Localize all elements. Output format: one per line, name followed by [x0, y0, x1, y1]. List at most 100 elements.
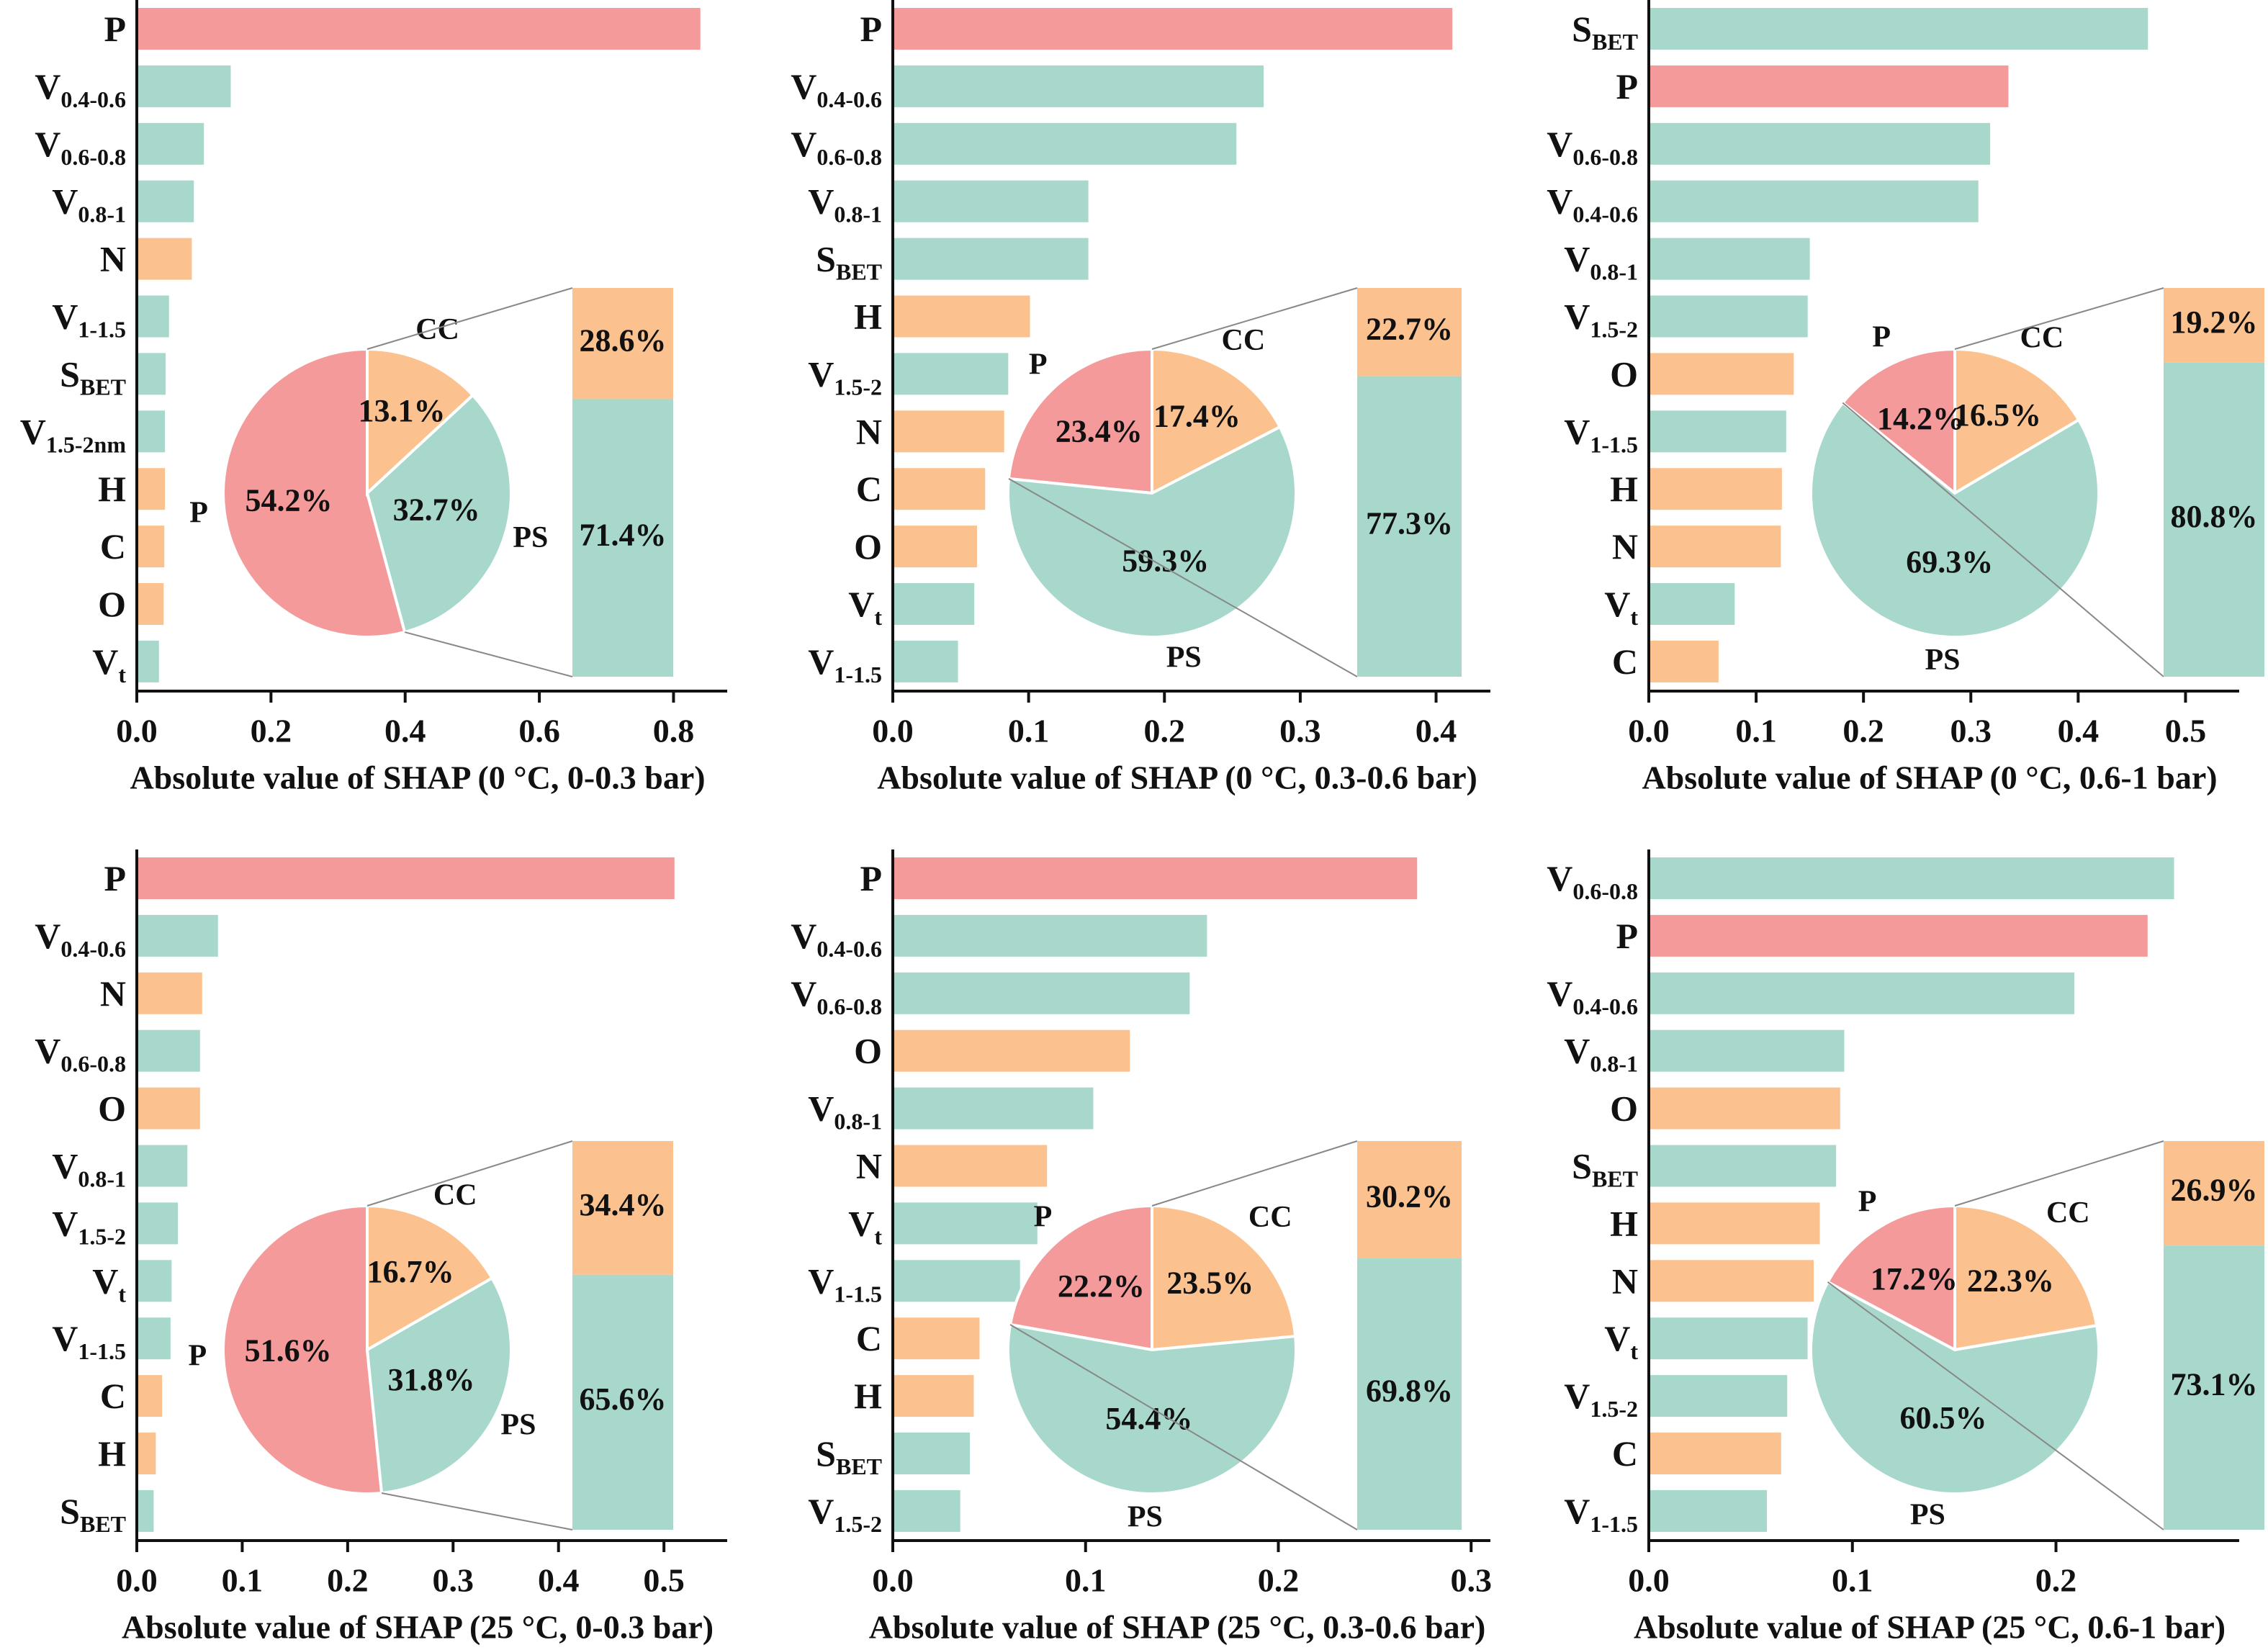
bar-1-6 — [137, 295, 169, 338]
bar-6-12 — [1649, 1489, 1767, 1532]
category-label: SBET — [816, 239, 882, 285]
bar-4-6 — [137, 1145, 188, 1187]
pie-label-ps: PS — [1166, 641, 1202, 674]
pie-value-p: 22.2% — [1058, 1268, 1145, 1304]
zoom-line-top — [366, 1140, 573, 1207]
stack-segment-ps — [572, 399, 673, 677]
pie-slice-p — [1840, 347, 1956, 497]
pie-label-ps: PS — [1925, 644, 1960, 677]
bar-6-8 — [1649, 1260, 1814, 1302]
bar-5-12 — [893, 1489, 960, 1532]
pie-label-ps: PS — [1128, 1500, 1163, 1533]
category-label: C — [1612, 641, 1638, 682]
pie-value-p: 54.2% — [245, 483, 332, 518]
pie-slice-cc — [1151, 347, 1282, 496]
pie-value-cc: 23.5% — [1166, 1265, 1254, 1300]
bar-5-8 — [893, 1260, 1020, 1302]
stack-value-cc: 22.7% — [1366, 311, 1453, 346]
category-label: Vt — [1604, 584, 1638, 630]
bar-6-1 — [1649, 857, 2174, 899]
category-label: V0.4-0.6 — [791, 916, 882, 962]
stack-segment-cc — [2164, 288, 2264, 363]
pie-value-p: 17.2% — [1871, 1261, 1958, 1297]
chart-panel-3: SBET P V0.6-0.8 V0.4-0.6 V0.8-1 V1.5-2 O V1-1.5… — [1547, 0, 2264, 796]
bar-4-11 — [137, 1433, 156, 1474]
pie-label-p: P — [1858, 1185, 1877, 1218]
pie-value-p: 23.4% — [1056, 414, 1143, 449]
pie-slice-cc — [1151, 1204, 1297, 1352]
category-label: V0.8-1 — [808, 1088, 882, 1135]
bar-4-10 — [137, 1375, 163, 1417]
category-label: H — [98, 1433, 126, 1474]
x-tick-label: 0.3 — [1950, 713, 1992, 749]
pie-slice-ps — [1809, 400, 2100, 639]
stack-segment-ps — [1357, 1258, 1462, 1530]
category-label: SBET — [816, 1433, 882, 1479]
category-label: V1.5-2 — [52, 1204, 126, 1250]
zoom-line-top — [1151, 1140, 1358, 1207]
pie-slice-p — [222, 347, 407, 639]
bar-1-4 — [137, 180, 194, 222]
stack-value-cc: 34.4% — [580, 1187, 667, 1222]
category-label: V0.8-1 — [1564, 239, 1638, 285]
x-axis-title: Absolute value of SHAP (0 °C, 0.6-1 bar) — [1642, 759, 2217, 796]
category-label: C — [1612, 1433, 1638, 1474]
category-label: P — [104, 9, 126, 49]
pie-value-ps: 69.3% — [1906, 544, 1993, 580]
pie-slice-cc — [366, 347, 475, 497]
category-label: P — [860, 858, 882, 898]
bar-2-4 — [893, 180, 1089, 222]
bar-2-12 — [893, 640, 958, 682]
category-label: O — [98, 1088, 126, 1129]
bar-3-7 — [1649, 353, 1794, 395]
x-axis-title: Absolute value of SHAP (0 °C, 0.3-0.6 ba… — [877, 759, 1477, 796]
category-label: V0.8-1 — [808, 181, 882, 227]
x-axis-title: Absolute value of SHAP (0 °C, 0-0.3 bar) — [130, 759, 705, 796]
bar-6-9 — [1649, 1317, 1808, 1360]
pie-slice-p — [1008, 1204, 1153, 1352]
category-label: H — [98, 469, 126, 510]
category-label: V1.5-2 — [808, 354, 882, 400]
zoom-line-bottom — [1008, 478, 1358, 677]
pie-slice-ps — [365, 393, 513, 634]
bar-4-2 — [137, 914, 218, 957]
category-label: O — [1610, 1088, 1638, 1129]
pie-slice-p — [1007, 347, 1153, 495]
x-tick-label: 0.4 — [384, 713, 426, 749]
category-label: P — [860, 9, 882, 49]
x-tick-label: 0.0 — [1628, 1562, 1670, 1599]
category-label: V0.6-0.8 — [791, 124, 882, 170]
pie-label-cc: CC — [2046, 1196, 2090, 1230]
chart-panel-6: V0.6-0.8 P V0.4-0.6 V0.8-1 O SBET HN Vt V1.5-2 CV… — [1547, 849, 2264, 1646]
x-tick-label: 0.5 — [643, 1562, 685, 1599]
category-label: Vt — [92, 1261, 126, 1307]
bar-1-9 — [137, 468, 166, 510]
bar-5-2 — [893, 914, 1207, 957]
zoom-line-bottom — [1827, 1281, 2164, 1530]
pie-value-cc: 16.5% — [1954, 397, 2041, 433]
category-label: V0.4-0.6 — [791, 66, 882, 112]
bar-3-10 — [1649, 526, 1781, 568]
bar-1-10 — [137, 526, 165, 568]
category-label: Vt — [1604, 1319, 1638, 1365]
x-tick-label: 0.4 — [1416, 713, 1457, 749]
stack-segment-ps — [2164, 1245, 2264, 1530]
category-label: C — [100, 1376, 126, 1417]
bar-2-6 — [893, 295, 1030, 338]
category-label: V0.6-0.8 — [35, 124, 126, 170]
bar-5-6 — [893, 1145, 1048, 1187]
category-label: C — [856, 1319, 882, 1359]
chart-panel-1: P V0.4-0.6 V0.6-0.8 V0.8-1 N V1-1.5 SBET V1.5-2… — [20, 0, 727, 796]
stack-segment-cc — [1357, 288, 1462, 377]
pie-value-p: 51.6% — [245, 1333, 332, 1369]
x-tick-label: 0.1 — [1065, 1562, 1107, 1599]
category-label: SBET — [60, 354, 126, 400]
category-label: H — [854, 1376, 882, 1417]
category-label: V0.8-1 — [52, 181, 126, 227]
bar-3-4 — [1649, 180, 1979, 222]
bar-3-5 — [1649, 238, 1810, 280]
category-label: V0.4-0.6 — [1547, 973, 1638, 1019]
category-label: Vt — [848, 1204, 882, 1250]
x-tick-label: 0.0 — [872, 713, 914, 749]
category-label: V1-1.5 — [1564, 1491, 1638, 1537]
